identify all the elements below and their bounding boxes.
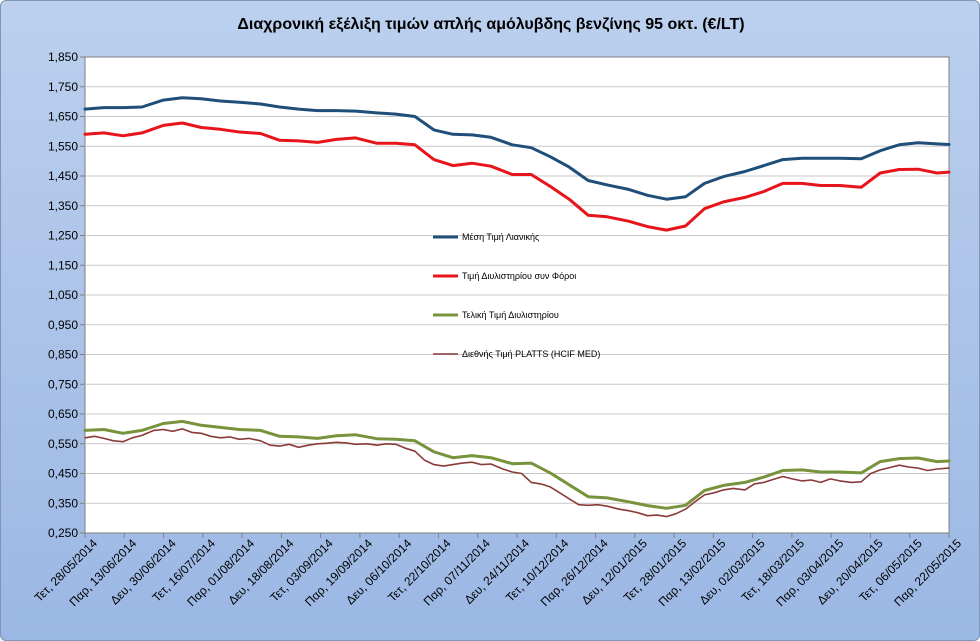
y-tick-label: 0,350 [48,496,78,510]
y-tick-label: 1,450 [48,169,78,183]
y-tick-label: 0,650 [48,407,78,421]
series-line-3 [83,419,951,510]
x-tick-label: Παρ, 13/06/2014 [66,536,139,609]
y-tick-label: 0,550 [48,437,78,451]
x-tick-label: Παρ, 07/11/2014 [421,536,494,609]
x-tick-label: Παρ, 01/08/2014 [184,536,257,609]
series-line-2 [83,121,951,232]
x-tick-label: Παρ, 26/12/2014 [538,536,611,609]
series-line-4 [84,428,950,518]
y-tick-label: 1,550 [48,139,78,153]
y-tick-label: 1,150 [48,258,78,272]
y-tick-label: 0,250 [48,526,78,540]
y-tick-label: 1,250 [48,229,78,243]
x-tick-label: Παρ, 03/04/2015 [773,536,846,609]
y-tick-label: 1,050 [48,288,78,302]
y-tick-label: 1,650 [48,110,78,124]
legend-label-3: Τελική Τιμή Διυλιστηρίου [462,310,559,320]
x-tick-label: Παρ, 19/09/2014 [302,536,375,609]
series-lines [83,96,951,518]
y-tick-label: 1,850 [48,50,78,64]
legend: Μέση Τιμή Λιανικής Τιμή Διυλιστηρίου συν … [433,232,600,359]
chart-title: Διαχρονική εξέλιξη τιμών απλής αμόλυβδης… [237,16,744,33]
y-tick-label: 0,750 [48,377,78,391]
y-tick-label: 1,750 [48,80,78,94]
legend-label-1: Μέση Τιμή Λιανικής [462,232,540,242]
y-tick-label: 0,450 [48,467,78,481]
legend-label-2: Τιμή Διυλιστηρίου συν Φόροι [462,271,576,281]
y-tick-label: 0,950 [48,318,78,332]
grid-lines [85,86,949,504]
legend-label-4: Διεθνής Τιμή PLATTS (HCIF MED) [462,349,600,359]
x-tick-label: Παρ, 22/05/2015 [891,536,964,609]
y-axis: 0,250 0,350 0,450 0,550 0,650 0,750 0,850 0,950… [48,50,85,540]
series-line-1 [83,96,951,201]
x-tick-label: Παρ, 13/02/2015 [656,536,729,609]
y-tick-label: 0,850 [48,348,78,362]
y-tick-label: 1,350 [48,199,78,213]
